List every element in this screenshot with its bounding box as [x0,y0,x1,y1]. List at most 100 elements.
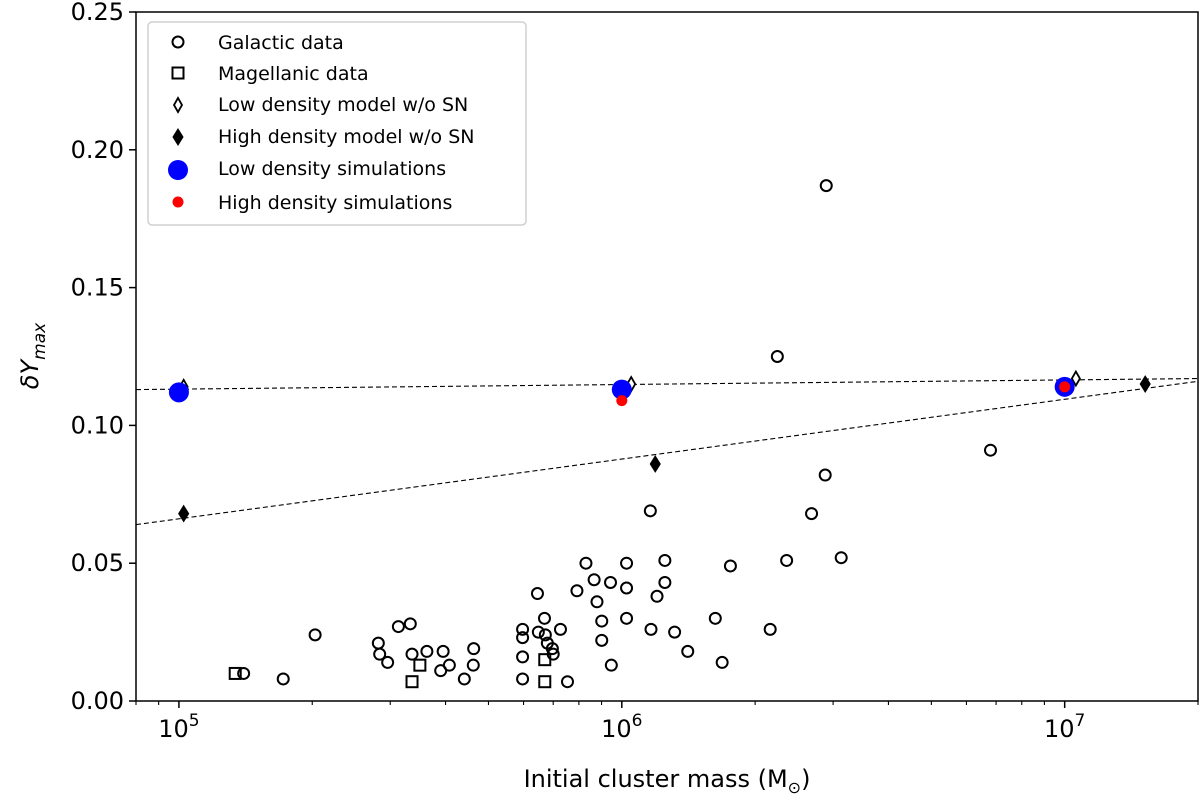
y-tick-label-3: 0.15 [71,274,124,302]
point-square-2 [413,658,427,672]
x-axis-label-sun-symbol: ⊙ [788,778,801,797]
x-axis-label-text: Initial cluster mass (M [524,765,788,793]
point-diamond-filled-0 [178,504,190,523]
point-circle-7 [403,617,417,631]
point-square-0 [228,666,242,680]
legend-label-galactic: Galactic data [218,32,344,54]
point-square-3 [538,653,552,667]
legend-marker-diamond-filled [172,128,184,146]
point-circle-29 [570,584,584,598]
point-circle-40 [643,504,657,518]
point-circle-47 [708,611,722,625]
x-tick-base-1: 10 [601,715,632,743]
point-circle-52 [780,553,794,567]
series-diamond-filled [178,375,1151,523]
point-square-1 [405,675,419,689]
x-axis-label-close: ) [801,765,810,793]
y-tick-label-1: 0.05 [71,549,124,577]
fit-lines [135,377,1199,526]
point-circle-1 [276,672,290,686]
point-circle-blue-1 [611,379,632,400]
point-circle-red-0 [616,395,628,407]
point-circle-35 [604,575,618,589]
point-circle-2 [308,628,322,642]
point-circle-23 [538,628,552,642]
data-points [168,179,1151,689]
point-circle-32 [590,595,604,609]
point-circle-21 [531,625,545,639]
point-circle-41 [644,622,658,636]
series-circle-red [616,381,1071,407]
point-circle-13 [457,672,471,686]
point-circle-33 [595,614,609,628]
point-circle-11 [436,644,450,658]
point-square-4 [538,675,552,689]
legend-label-magellanic: Magellanic data [218,63,369,85]
legend-box [147,21,527,226]
legend-label-high-density-sims: High density simulations [218,192,452,214]
point-circle-20 [530,587,544,601]
y-axis-label-main: δY [16,358,44,390]
fit-line-low-density-fit [135,377,1199,391]
point-circle-15 [467,642,481,656]
point-circle-27 [553,622,567,636]
point-circle-0 [237,666,251,680]
point-circle-6 [391,620,405,634]
point-diamond-filled-1 [649,455,661,473]
legend-label-low-density-model: Low density model w/o SN [218,94,468,116]
point-circle-18 [516,650,530,664]
point-circle-51 [770,350,784,363]
point-circle-16 [516,622,530,636]
point-circle-red-1 [1059,381,1071,393]
point-circle-31 [587,573,601,587]
point-circle-5 [381,655,395,669]
point-circle-57 [984,443,998,457]
point-circle-25 [545,642,559,656]
x-tick-base-0: 10 [158,715,189,743]
point-circle-12 [442,658,456,672]
x-tick-exp-1: 6 [632,711,643,731]
y-tick-label-5: 0.25 [71,0,124,26]
x-tick-label-2: 107 [1044,711,1085,743]
point-circle-4 [373,647,387,661]
y-axis-label: δYmax [16,322,50,389]
x-tick-exp-0: 5 [189,711,200,731]
point-circle-30 [579,556,593,570]
point-circle-9 [420,644,434,658]
x-tick-exp-2: 7 [1075,711,1086,731]
x-tick-base-2: 10 [1044,715,1075,743]
legend-markers [168,35,188,208]
y-tick-label-0: 0.00 [71,687,124,715]
plot-frame [135,11,1199,702]
legend-label-high-density-model: High density model w/o SN [218,126,475,148]
point-circle-56 [834,551,848,565]
legend-marker-square [171,66,185,80]
point-circle-50 [763,622,777,636]
x-axis-label: Initial cluster mass (M⊙) [524,765,811,797]
point-circle-14 [466,658,480,672]
legend: Galactic data Magellanic data Low densit… [147,21,527,226]
series-circle [237,179,998,689]
legend-marker-circle-blue [168,160,188,180]
point-diamond-filled-2 [1139,375,1151,394]
point-circle-38 [620,581,634,595]
point-circle-54 [818,468,832,482]
series-square [228,653,552,689]
point-circle-55 [819,179,833,193]
y-tick-label-2: 0.10 [71,411,124,439]
point-circle-49 [723,559,737,573]
legend-marker-diamond-open [172,96,184,114]
fit-line-high-density-fit [135,380,1199,526]
point-circle-34 [595,633,609,647]
point-circle-28 [560,675,574,689]
point-circle-43 [658,553,672,567]
x-tick-label-0: 105 [158,711,199,743]
point-circle-37 [620,556,634,570]
point-circle-22 [537,611,551,625]
point-circle-3 [371,636,385,650]
point-circle-45 [668,625,682,639]
point-circle-42 [650,589,664,603]
legend-label-low-density-sims: Low density simulations [218,158,446,180]
